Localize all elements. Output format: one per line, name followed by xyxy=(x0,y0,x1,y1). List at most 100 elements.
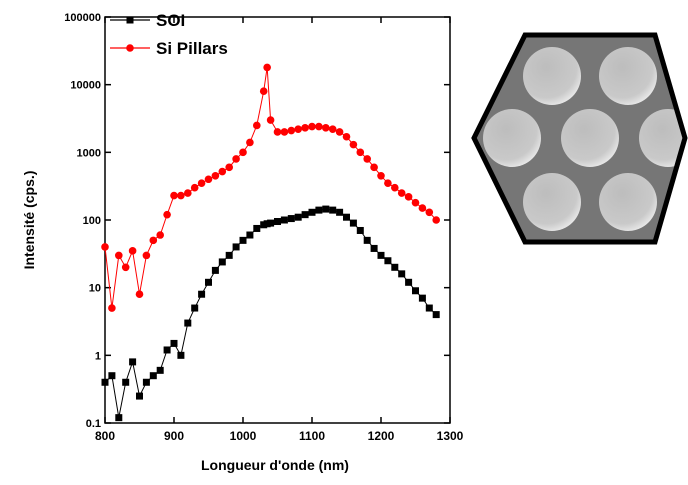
marker xyxy=(108,372,116,380)
marker xyxy=(322,124,330,132)
marker xyxy=(370,244,378,252)
marker xyxy=(398,270,406,278)
marker xyxy=(142,378,150,386)
marker xyxy=(232,155,240,163)
marker xyxy=(287,126,296,135)
marker xyxy=(425,304,433,312)
marker xyxy=(349,140,358,149)
y-tick-label: 10000 xyxy=(70,80,101,92)
marker xyxy=(308,122,316,131)
marker xyxy=(273,128,282,136)
marker xyxy=(335,128,344,136)
marker xyxy=(115,414,123,422)
marker xyxy=(418,294,426,302)
marker xyxy=(163,210,171,219)
series-line xyxy=(104,67,437,309)
marker xyxy=(267,219,275,227)
pillar xyxy=(523,47,581,105)
sem-inset xyxy=(471,32,688,245)
marker xyxy=(197,179,206,187)
marker xyxy=(384,179,392,187)
marker xyxy=(336,208,344,216)
marker xyxy=(108,304,116,312)
pillar xyxy=(483,109,541,167)
marker xyxy=(129,358,137,366)
marker xyxy=(246,138,254,147)
marker xyxy=(315,206,323,214)
marker xyxy=(294,125,303,133)
marker xyxy=(315,122,323,131)
x-tick-label: 1300 xyxy=(437,429,464,443)
y-tick-label: 1000 xyxy=(77,147,101,159)
marker xyxy=(239,236,247,244)
marker xyxy=(287,215,295,223)
marker xyxy=(184,319,192,327)
inset-frame xyxy=(471,32,688,245)
marker xyxy=(280,216,288,224)
marker xyxy=(218,167,227,176)
marker xyxy=(232,243,240,251)
marker xyxy=(156,231,164,239)
y-tick-label: 100000 xyxy=(64,12,101,24)
marker xyxy=(211,266,219,274)
x-tick-label: 900 xyxy=(164,429,184,443)
x-tick-label: 800 xyxy=(95,429,115,443)
marker xyxy=(363,155,372,163)
pillar xyxy=(561,109,619,167)
marker xyxy=(121,263,130,272)
marker xyxy=(397,189,406,197)
marker xyxy=(301,124,309,132)
x-axis-label: Longueur d'onde (nm) xyxy=(201,457,349,473)
marker xyxy=(391,263,399,271)
marker xyxy=(377,171,385,180)
marker xyxy=(266,116,275,124)
legend-marker xyxy=(126,16,134,24)
y-tick-label: 10 xyxy=(89,283,101,295)
marker xyxy=(274,218,281,226)
legend-label: Si Pillars xyxy=(156,39,228,58)
marker xyxy=(356,148,365,157)
marker xyxy=(349,219,357,227)
marker xyxy=(329,206,337,214)
marker xyxy=(177,351,185,359)
marker xyxy=(356,226,364,234)
marker xyxy=(190,183,199,192)
marker xyxy=(301,211,309,219)
marker xyxy=(170,191,178,200)
marker xyxy=(259,87,268,96)
pillar xyxy=(523,173,581,231)
marker xyxy=(115,251,123,260)
marker xyxy=(163,346,171,354)
marker xyxy=(136,392,143,400)
marker xyxy=(342,132,351,141)
marker xyxy=(170,339,178,347)
marker xyxy=(218,258,226,266)
marker xyxy=(432,311,440,319)
pillar xyxy=(599,173,657,231)
marker xyxy=(177,191,185,200)
marker xyxy=(377,251,385,259)
x-tick-label: 1100 xyxy=(299,429,325,443)
marker xyxy=(101,243,109,251)
pillar xyxy=(599,47,657,105)
marker xyxy=(384,257,392,265)
marker xyxy=(308,208,316,216)
marker xyxy=(184,189,192,197)
marker xyxy=(142,251,151,260)
marker xyxy=(225,163,233,172)
marker xyxy=(405,278,413,286)
marker xyxy=(425,208,434,217)
y-tick-label: 100 xyxy=(83,215,101,227)
marker xyxy=(418,204,427,212)
marker xyxy=(263,63,271,72)
marker xyxy=(328,125,337,133)
y-axis-label: Intensité (cps.) xyxy=(21,171,37,270)
marker xyxy=(211,171,220,180)
marker xyxy=(343,213,350,221)
marker xyxy=(101,378,109,386)
marker xyxy=(149,236,158,245)
marker xyxy=(370,163,378,172)
marker xyxy=(363,236,371,244)
marker xyxy=(253,224,261,232)
